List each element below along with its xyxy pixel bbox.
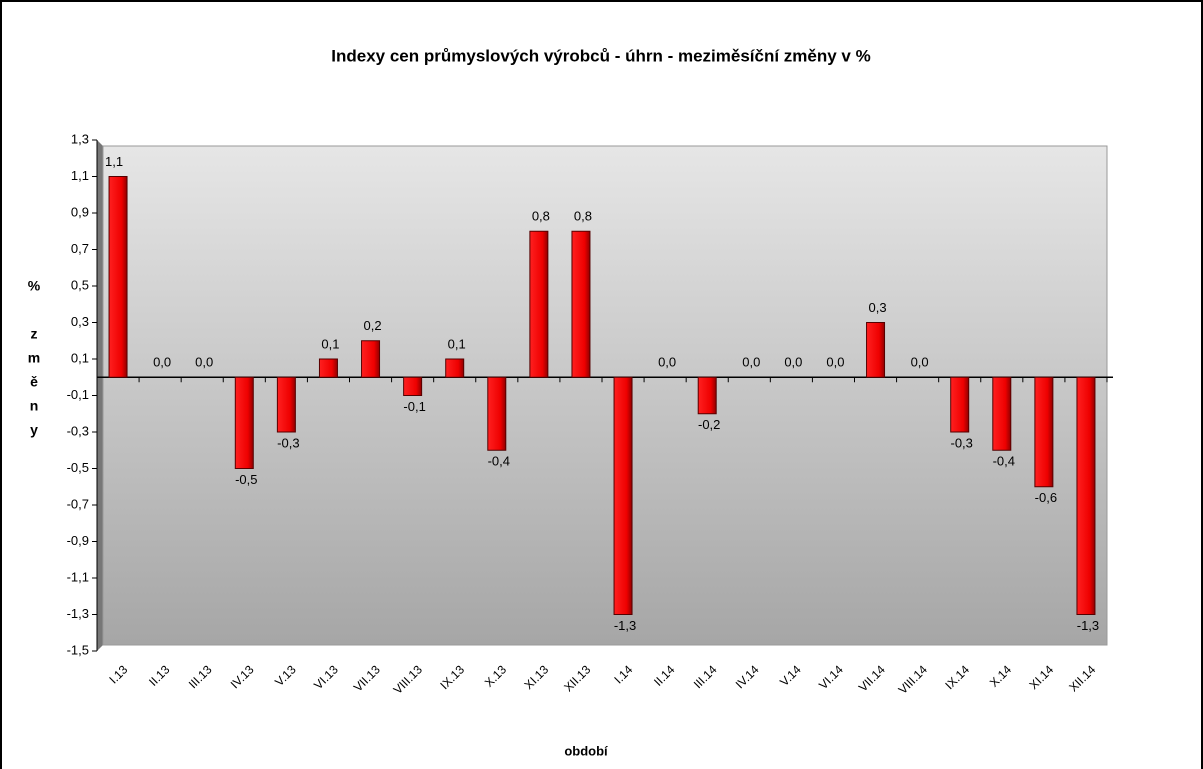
value-label: 0,0 xyxy=(195,355,213,370)
bar xyxy=(697,376,717,415)
y-tick-label: -0,3 xyxy=(67,423,89,438)
value-label: -0,3 xyxy=(277,435,299,450)
y-tick-label: -1,1 xyxy=(67,569,89,584)
value-label: -0,3 xyxy=(951,435,973,450)
value-label: 0,2 xyxy=(364,318,382,333)
value-label: 0,0 xyxy=(911,355,929,370)
value-label: 0,0 xyxy=(784,355,802,370)
value-label: 0,1 xyxy=(321,336,339,351)
value-label: 0,0 xyxy=(742,355,760,370)
y-axis-label-char: z xyxy=(31,326,38,342)
plot-area xyxy=(102,145,1108,646)
bar xyxy=(1034,376,1054,488)
y-tick-label: 0,3 xyxy=(71,314,89,329)
y-tick-label: 1,3 xyxy=(71,131,89,146)
bar xyxy=(318,358,338,378)
bar xyxy=(487,376,507,451)
value-label: 1,1 xyxy=(105,154,123,169)
y-tick-label: -0,7 xyxy=(67,496,89,511)
bar xyxy=(866,322,886,378)
y-tick-label: 1,1 xyxy=(71,168,89,183)
chart-title: Indexy cen průmyslových výrobců - úhrn -… xyxy=(331,46,870,65)
value-label: -0,4 xyxy=(488,454,510,469)
y-axis-label-char: m xyxy=(28,350,40,366)
value-label: -1,3 xyxy=(614,618,636,633)
bar xyxy=(234,376,254,469)
value-label: 0,0 xyxy=(153,355,171,370)
value-label: -0,5 xyxy=(235,472,257,487)
y-axis-label-char: y xyxy=(30,422,38,438)
value-label: 0,8 xyxy=(532,209,550,224)
y-tick-label: 0,7 xyxy=(71,241,89,256)
bar xyxy=(108,176,128,378)
value-label: 0,8 xyxy=(574,209,592,224)
bar xyxy=(950,376,970,433)
side-wall xyxy=(97,140,103,651)
y-tick-label: -0,5 xyxy=(67,460,89,475)
bar xyxy=(992,376,1012,451)
y-tick-label: -1,3 xyxy=(67,606,89,621)
value-label: -0,2 xyxy=(698,417,720,432)
y-axis-label-char: n xyxy=(30,398,39,414)
value-label: -0,4 xyxy=(993,454,1015,469)
value-label: 0,3 xyxy=(869,300,887,315)
bar xyxy=(529,230,549,378)
value-label: -0,1 xyxy=(403,399,425,414)
y-tick-label: 0,1 xyxy=(71,350,89,365)
bar xyxy=(445,358,465,378)
x-axis-label: období xyxy=(564,743,608,758)
y-axis-label-char: % xyxy=(28,278,41,294)
bar xyxy=(1076,376,1096,615)
y-tick-label: 0,9 xyxy=(71,204,89,219)
bar xyxy=(361,340,381,378)
value-label: -0,6 xyxy=(1035,490,1057,505)
bar xyxy=(571,230,591,378)
bar xyxy=(613,376,633,615)
y-axis-label-char: ě xyxy=(30,374,38,390)
value-label: 0,0 xyxy=(826,355,844,370)
y-tick-label: 0,5 xyxy=(71,277,89,292)
value-label: 0,1 xyxy=(448,336,466,351)
bar xyxy=(403,376,423,396)
y-tick-label: -0,1 xyxy=(67,387,89,402)
value-label: -1,3 xyxy=(1077,618,1099,633)
y-tick-label: -1,5 xyxy=(67,642,89,657)
y-tick-label: -0,9 xyxy=(67,533,89,548)
value-label: 0,0 xyxy=(658,355,676,370)
bar xyxy=(276,376,296,433)
